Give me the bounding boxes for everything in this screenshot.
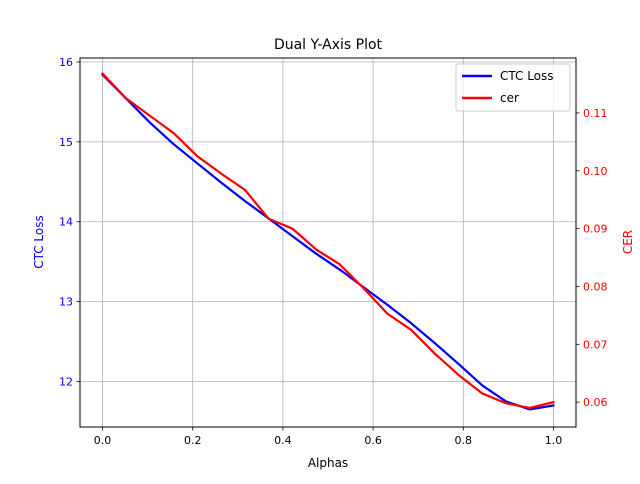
x-axis-label: Alphas — [308, 456, 348, 470]
series-line-cer — [100, 72, 555, 410]
y-right-tick-label: 0.06 — [583, 396, 608, 409]
legend-label-cer: cer — [500, 91, 519, 105]
y-left-tick-label: 16 — [59, 56, 73, 69]
legend: CTC Loss cer — [455, 63, 571, 112]
x-tick-label: 0.6 — [364, 434, 382, 447]
series-lines — [100, 72, 555, 411]
y-left-tick-label: 13 — [59, 296, 73, 309]
y-axis-right-label: CER — [621, 230, 635, 254]
legend-label-ctc-loss: CTC Loss — [500, 69, 554, 83]
x-tick-label: 0.4 — [274, 434, 292, 447]
y-axis-right: 0.06 0.07 0.08 0.09 0.10 0.11 — [576, 107, 608, 409]
y-left-tick-label: 12 — [59, 375, 73, 388]
chart-title: Dual Y-Axis Plot — [274, 37, 383, 53]
series-line-ctc-loss — [100, 73, 555, 411]
x-tick-label: 0.0 — [94, 434, 112, 447]
x-tick-label: 1.0 — [545, 434, 563, 447]
y-right-tick-label: 0.08 — [583, 280, 608, 293]
y-right-tick-label: 0.09 — [583, 223, 608, 236]
grid-lines — [80, 58, 576, 427]
x-axis: 0.0 0.2 0.4 0.6 0.8 1.0 — [94, 427, 562, 447]
y-right-tick-label: 0.07 — [583, 338, 608, 351]
y-axis-left-label: CTC Loss — [32, 215, 46, 269]
y-axis-left: 12 13 14 15 16 — [59, 56, 80, 388]
y-right-tick-label: 0.10 — [583, 165, 608, 178]
plot-area-frame — [79, 57, 577, 428]
x-tick-label: 0.2 — [184, 434, 202, 447]
y-right-tick-label: 0.11 — [583, 107, 608, 120]
x-tick-label: 0.8 — [455, 434, 473, 447]
y-left-tick-label: 15 — [59, 136, 73, 149]
y-left-tick-label: 14 — [59, 216, 73, 229]
